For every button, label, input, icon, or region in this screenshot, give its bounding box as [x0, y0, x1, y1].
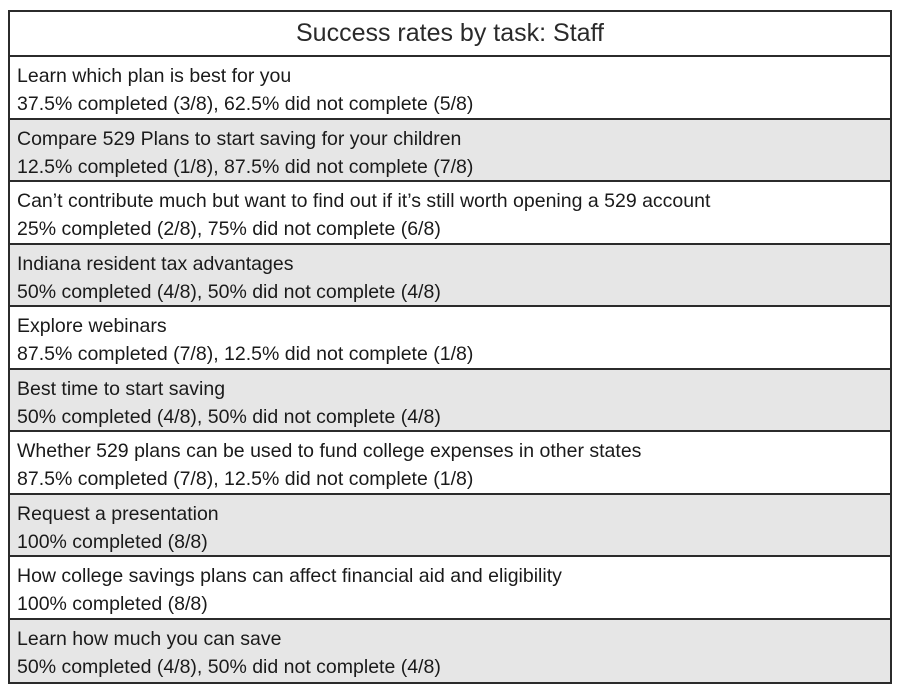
task-name: Learn which plan is best for you	[17, 65, 292, 87]
table-row: Request a presentation 100% completed (8…	[10, 494, 890, 557]
task-name: How college savings plans can affect fin…	[17, 565, 562, 587]
task-name: Can’t contribute much but want to find o…	[17, 190, 711, 212]
table-row: Indiana resident tax advantages 50% comp…	[10, 244, 890, 307]
task-result: 100% completed (8/8)	[17, 530, 208, 553]
table-row: How college savings plans can affect fin…	[10, 557, 890, 620]
table-row: Learn how much you can save 50% complete…	[10, 619, 890, 682]
table-row: Explore webinars 87.5% completed (7/8), …	[10, 307, 890, 370]
task-name: Best time to start saving	[17, 377, 226, 400]
task-name: Request a presentation	[17, 502, 219, 525]
task-result: 25% completed (2/8), 75% did not complet…	[17, 218, 441, 240]
table-row: Learn which plan is best for you 37.5% c…	[10, 57, 890, 120]
task-result: 50% completed (4/8), 50% did not complet…	[17, 405, 441, 428]
success-rates-table: Success rates by task: Staff Learn which…	[8, 10, 892, 684]
table-row: Best time to start saving 50% completed …	[10, 369, 890, 432]
task-name: Whether 529 plans can be used to fund co…	[17, 440, 642, 462]
table-body: Learn which plan is best for you 37.5% c…	[10, 57, 890, 682]
table-row: Can’t contribute much but want to find o…	[10, 182, 890, 245]
task-name: Compare 529 Plans to start saving for yo…	[17, 127, 462, 150]
task-result: 50% completed (4/8), 50% did not complet…	[17, 280, 441, 303]
table-title: Success rates by task: Staff	[10, 12, 890, 57]
task-result: 50% completed (4/8), 50% did not complet…	[17, 655, 441, 678]
task-result: 87.5% completed (7/8), 12.5% did not com…	[17, 343, 474, 365]
task-result: 100% completed (8/8)	[17, 593, 208, 615]
task-name: Indiana resident tax advantages	[17, 252, 294, 275]
task-name: Explore webinars	[17, 315, 167, 337]
task-result: 37.5% completed (3/8), 62.5% did not com…	[17, 93, 474, 115]
task-result: 87.5% completed (7/8), 12.5% did not com…	[17, 468, 474, 490]
task-result: 12.5% completed (1/8), 87.5% did not com…	[17, 155, 474, 178]
task-name: Learn how much you can save	[17, 627, 282, 650]
table-row: Compare 529 Plans to start saving for yo…	[10, 119, 890, 182]
table-row: Whether 529 plans can be used to fund co…	[10, 432, 890, 495]
